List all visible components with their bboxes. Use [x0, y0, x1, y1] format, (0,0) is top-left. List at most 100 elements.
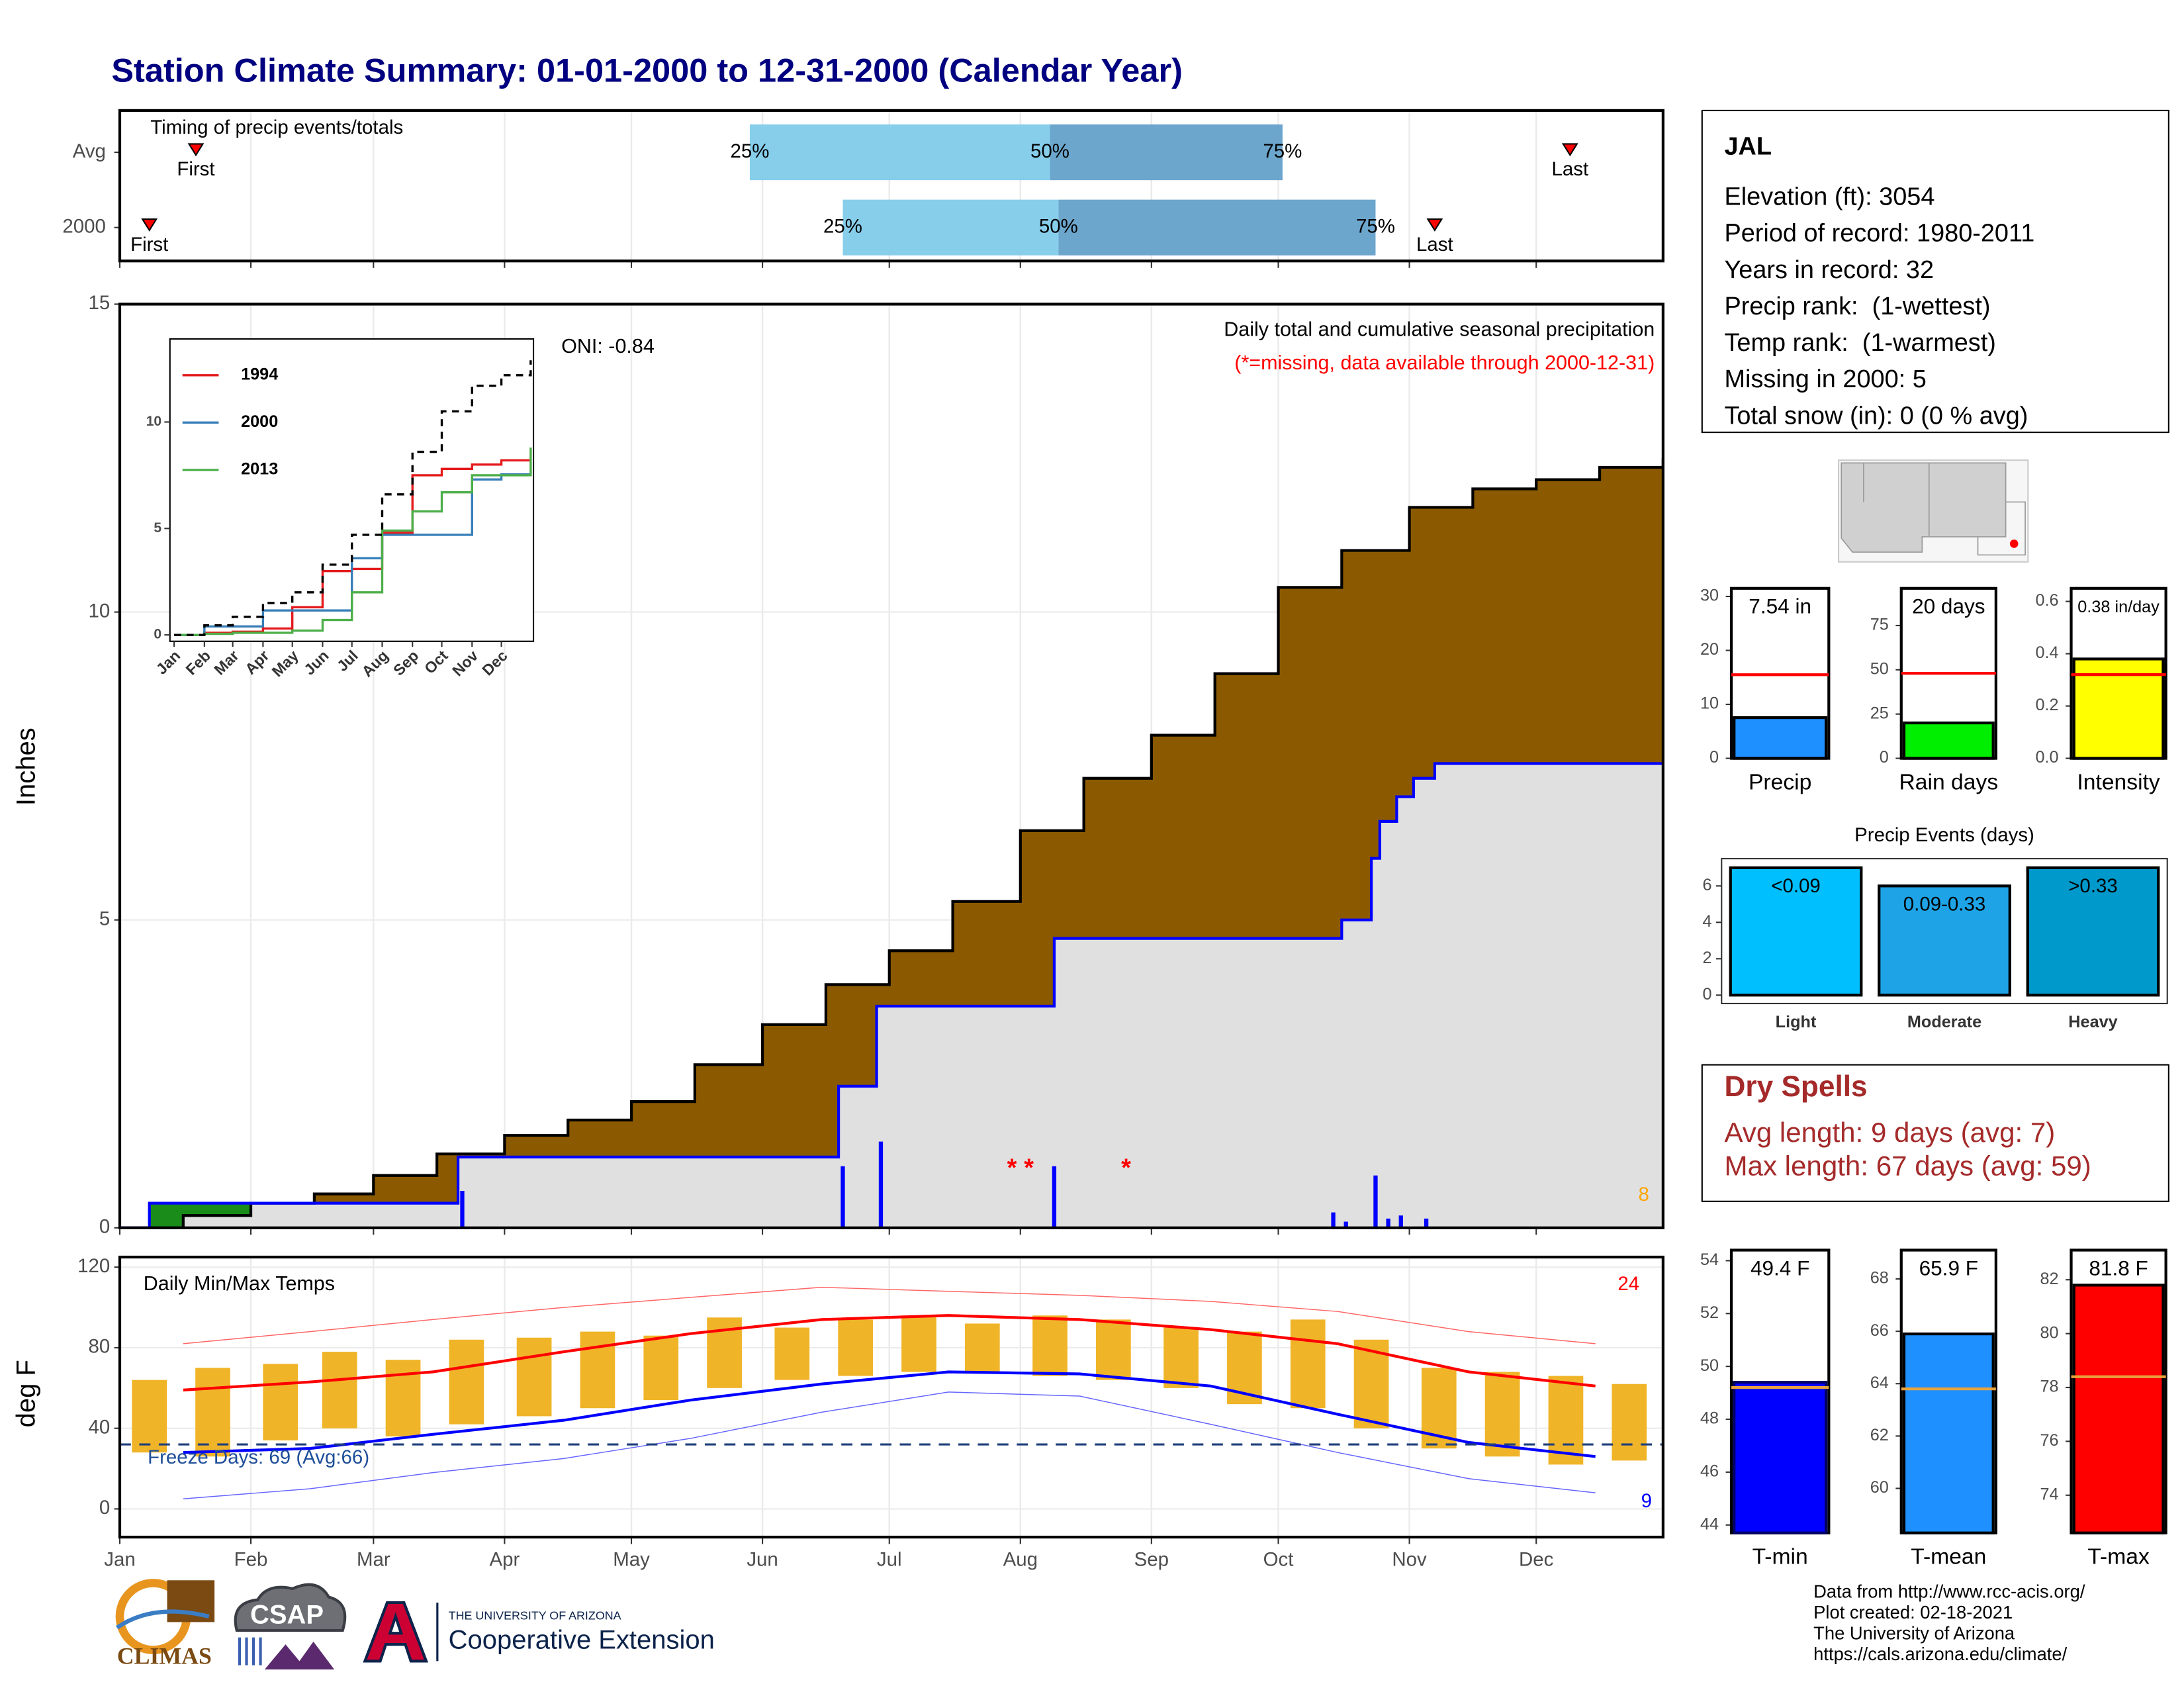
temp-range-bar [901, 1315, 936, 1372]
cumulative-line [119, 762, 1663, 1229]
category-label: T-min [1752, 1544, 1808, 1569]
station-detail: Missing in 2000: 5 [1724, 365, 1926, 393]
bin-label: >0.33 [2068, 875, 2118, 897]
station-detail: Years in record: 32 [1724, 256, 1934, 284]
plot-frame [118, 1255, 1664, 1539]
bar [2026, 866, 2160, 997]
missing-marker: * [1024, 1154, 1034, 1182]
bar [1902, 721, 1995, 760]
y-tick-label: 60 [1870, 1478, 1889, 1497]
quartile-label: 25% [730, 140, 769, 162]
missing-marker: * [1007, 1154, 1017, 1182]
station-detail: Temp rank: (1-warmest) [1724, 329, 1995, 357]
y-tick-label: 52 [1700, 1303, 1719, 1322]
y-axis-label: Inches [12, 727, 41, 806]
value-label: 49.4 F [1751, 1256, 1809, 1280]
x-tick-label: Mar [357, 1549, 390, 1571]
logos: CLIMAS CSAP THE UNIVERSITY OF ARIZONA Co… [115, 1579, 715, 1669]
value-label: 65.9 F [1919, 1256, 1978, 1280]
y-tick-label: 10 [1700, 694, 1719, 713]
y-tick-label: 0 [1709, 748, 1719, 767]
daily-bar [878, 1141, 884, 1228]
panel-title: Timing of precip events/totals [150, 117, 403, 138]
y-tick-label: 44 [1700, 1515, 1719, 1533]
y-tick-label: 0.2 [2035, 696, 2058, 714]
temp-range-bar [449, 1339, 484, 1425]
quartile-label: 75% [1263, 140, 1302, 162]
x-tick-label: Feb [234, 1549, 268, 1571]
event-marker [187, 143, 205, 157]
y-tick-label: 0 [99, 1497, 110, 1519]
bin-label: 0.09-0.33 [1903, 894, 1985, 915]
station-detail: Period of record: 1980-2011 [1724, 220, 2034, 248]
y-tick-label: Avg [73, 140, 106, 162]
temp-range-bar [1032, 1315, 1068, 1376]
y-tick-label: 40 [88, 1416, 110, 1438]
x-tick-label: Light [1776, 1013, 1817, 1031]
legend-label: 2013 [241, 460, 278, 479]
plot-frame [118, 109, 1664, 263]
station-name: JAL [1724, 133, 1772, 161]
y-tick-label: 82 [2040, 1270, 2058, 1288]
daily-bar [460, 1191, 465, 1228]
y-tick-label: 10 [88, 600, 110, 622]
footer-line: Data from http://www.rcc-acis.org/ [1813, 1581, 2085, 1601]
y-axis-label: deg F [12, 1360, 41, 1427]
x-tick-label: Nov [1392, 1549, 1427, 1571]
corner-label: 9 [1641, 1490, 1652, 1512]
bar [1902, 1332, 1995, 1534]
temp-range-bar [1163, 1327, 1199, 1388]
temp-range-bar [132, 1380, 167, 1453]
y-tick-label: 80 [88, 1336, 110, 1358]
temp-range-bar [1095, 1319, 1131, 1380]
station-detail: Total snow (in): 0 (0 % avg) [1724, 402, 2028, 430]
y-tick-label: 2000 [62, 215, 106, 237]
category-label: T-mean [1911, 1544, 1986, 1569]
y-tick-label: 50 [1700, 1356, 1719, 1375]
temp-range-bar [385, 1360, 421, 1436]
plot-bg [119, 1257, 1663, 1538]
quartile-label: 50% [1030, 140, 1069, 162]
quartile-bar [749, 124, 1050, 181]
category-label: T-max [2087, 1544, 2150, 1569]
footer-line: https://cals.arizona.edu/climate/ [1813, 1644, 2067, 1664]
y-tick-label: 64 [1870, 1374, 1889, 1392]
y-tick-label: 66 [1870, 1321, 1889, 1340]
y-tick-label: 0.0 [2035, 748, 2058, 767]
event-label: Last [1416, 234, 1453, 256]
daily-bar [841, 1166, 845, 1228]
panel-title: Daily Min/Max Temps [144, 1272, 335, 1295]
temp-range-bar [580, 1331, 615, 1409]
x-tick-label: Aug [1003, 1549, 1038, 1571]
event-label: First [130, 234, 168, 256]
quartile-label: 75% [1356, 215, 1395, 237]
daily-bar [1343, 1221, 1348, 1228]
event-label: First [177, 158, 214, 180]
y-tick-label: 74 [2040, 1485, 2058, 1503]
station-detail: Precip rank: (1-wettest) [1724, 293, 1990, 320]
plot-frame [118, 303, 1664, 1229]
x-tick-label: Moderate [1907, 1013, 1981, 1031]
temp-range-bar [838, 1319, 873, 1376]
y-tick-label: 20 [1700, 640, 1719, 659]
dry-spells-box [1701, 1064, 2169, 1202]
y-tick-label: 68 [1870, 1269, 1889, 1288]
x-tick-label: Apr [489, 1549, 520, 1571]
y-tick-label: 48 [1700, 1409, 1719, 1428]
y-tick-label: 0 [1702, 985, 1711, 1004]
y-tick-label: 2 [1702, 949, 1711, 967]
area-fill [119, 763, 1663, 1228]
y-tick-label: 62 [1870, 1426, 1889, 1444]
temp-range-bar [195, 1368, 230, 1457]
freeze-label: Freeze Days: 69 (Avg:66) [148, 1446, 369, 1468]
y-tick-label: 50 [1870, 660, 1889, 679]
event-marker [141, 218, 158, 232]
legend-label: 2000 [241, 412, 278, 431]
value-label: 20 days [1912, 594, 1985, 618]
y-tick-label: 75 [1870, 616, 1889, 634]
y-tick-label: 5 [154, 520, 161, 536]
x-tick-label: May [613, 1549, 650, 1571]
corner-label: 8 [1638, 1184, 1649, 1205]
temp-range-bar [1290, 1319, 1326, 1409]
y-tick-label: 15 [88, 292, 110, 314]
